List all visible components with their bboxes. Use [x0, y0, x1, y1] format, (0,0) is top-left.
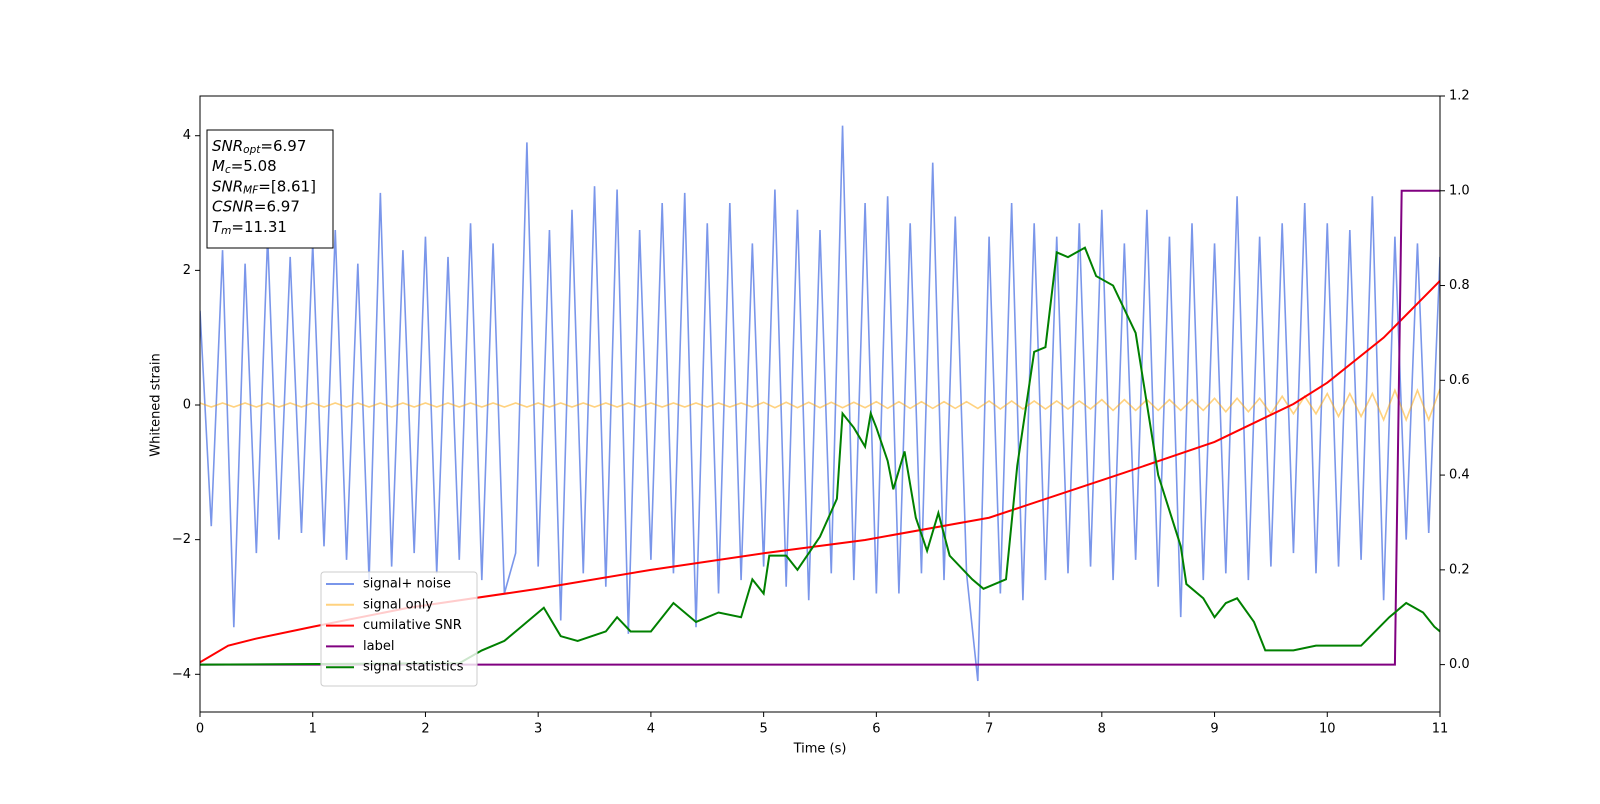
annotation-line: Tm=11.31 [212, 217, 287, 237]
x-tick-label: 9 [1210, 722, 1218, 737]
y-tick-label: −4 [172, 667, 191, 682]
x-tick-label: 1 [309, 722, 317, 737]
annotation-value: =5.08 [231, 157, 277, 175]
annotation-frame [206, 129, 334, 249]
legend-label: signal statistics [363, 660, 464, 675]
plot-area [200, 125, 1440, 682]
annotation-name: T [212, 217, 223, 235]
y2-tick-label: 0.2 [1449, 562, 1470, 577]
annotation-value: =6.97 [260, 137, 306, 155]
legend-label: signal only [363, 597, 433, 612]
axes-frame [199, 95, 1441, 713]
x-tick-label: 7 [985, 722, 993, 737]
x-tick-label: 5 [759, 722, 767, 737]
annotation-sub: MF [243, 184, 259, 196]
annotation-value: =[8.61] [258, 177, 316, 195]
y2-tick-label: 0.8 [1449, 278, 1470, 293]
annotation-line: Mc=5.08 [212, 157, 277, 177]
x-tick-label: 3 [534, 722, 542, 737]
y-axis-label: Whitened strain [149, 353, 164, 456]
annotation-line: SNRopt=6.97 [212, 137, 306, 157]
x-tick-label: 10 [1319, 722, 1336, 737]
legend-frame [320, 571, 478, 687]
annotation-box: SNRopt=6.97Mc=5.08SNRMF=[8.61]CSNR=6.97T… [206, 129, 334, 249]
x-tick-label: 6 [872, 722, 880, 737]
y2-tick-label: 1.2 [1449, 89, 1470, 104]
x-tick-label: 8 [1098, 722, 1106, 737]
legend-label: label [363, 639, 394, 654]
legend: signal+ noise signal only cumilative SNR la… [320, 571, 478, 687]
series-line [200, 246, 1440, 666]
legend-label: signal+ noise [363, 577, 451, 592]
series-line [200, 189, 1440, 666]
annotation-value: =6.97 [254, 197, 300, 215]
y2-tick-label: 0.0 [1449, 657, 1470, 672]
annotation-sub: m [221, 225, 231, 237]
annotation-line: CSNR=6.97 [212, 197, 300, 215]
y-tick-label: 2 [183, 263, 191, 278]
x-axis-label: Time (s) [793, 742, 847, 757]
annotation-sub: opt [243, 144, 261, 156]
annotation-value: =11.31 [231, 217, 287, 235]
y-tick-label: 0 [183, 398, 191, 413]
annotation-sub: c [225, 164, 231, 176]
y-tick-label: 4 [183, 128, 191, 143]
annotation-name: SNR [212, 177, 243, 195]
y2-tick-label: 0.4 [1449, 468, 1470, 483]
annotation-name: CSNR [212, 197, 254, 215]
annotation-name: M [212, 157, 225, 175]
x-tick-label: 4 [647, 722, 655, 737]
legend-label: cumilative SNR [363, 618, 462, 633]
series-line [200, 387, 1440, 423]
annotation-name: SNR [212, 137, 243, 155]
x-tick-label: 2 [421, 722, 429, 737]
x-tick-label: 0 [196, 722, 204, 737]
series-line [200, 125, 1440, 682]
x-tick-label: 11 [1432, 722, 1449, 737]
y-tick-label: −2 [172, 532, 191, 547]
annotation-line: SNRMF=[8.61] [212, 177, 316, 197]
y2-tick-label: 1.0 [1449, 183, 1470, 198]
y2-tick-label: 0.6 [1449, 373, 1470, 388]
